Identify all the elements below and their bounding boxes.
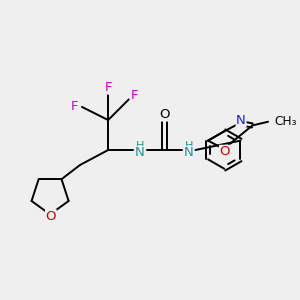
Text: O: O [46, 210, 56, 223]
Text: O: O [220, 146, 230, 158]
Text: CH₃: CH₃ [275, 115, 297, 128]
Text: N: N [184, 146, 194, 160]
Text: F: F [104, 81, 112, 94]
Text: F: F [130, 89, 138, 102]
Text: N: N [135, 146, 145, 160]
Text: O: O [159, 108, 169, 121]
Text: F: F [71, 100, 78, 113]
Text: H: H [184, 140, 193, 151]
Text: H: H [136, 140, 144, 151]
Text: N: N [236, 113, 246, 127]
